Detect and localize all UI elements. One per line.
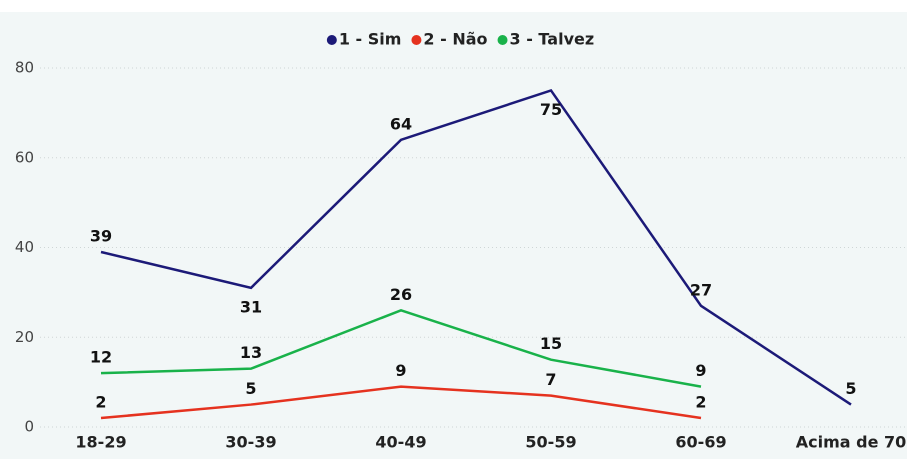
- y-tick-label: 80: [15, 59, 34, 77]
- y-tick-label: 40: [15, 238, 34, 256]
- series-line: [100, 308, 702, 388]
- plot-background: [0, 12, 907, 459]
- data-label: 26: [390, 285, 412, 304]
- y-tick-label: 0: [24, 418, 34, 436]
- data-label: 5: [845, 379, 856, 398]
- x-tick-label: 60-69: [675, 433, 726, 452]
- data-label: 2: [95, 393, 106, 412]
- x-tick-label: 50-59: [525, 433, 576, 452]
- series-line: [100, 88, 852, 406]
- data-label: 64: [390, 114, 412, 133]
- x-tick-label: 30-39: [225, 433, 276, 452]
- data-label: 15: [540, 334, 562, 353]
- data-label: 2: [695, 393, 706, 412]
- y-tick-label: 60: [15, 148, 34, 166]
- x-tick-label: 18-29: [75, 433, 126, 452]
- data-label: 39: [90, 226, 112, 245]
- legend-marker: [326, 35, 337, 45]
- y-tick-label: 20: [15, 328, 34, 346]
- data-label: 7: [545, 370, 556, 389]
- x-tick-label: Acima de 70: [796, 433, 907, 452]
- legend-label: 2 - Não: [423, 30, 487, 49]
- legend-label: 1 - Sim: [339, 30, 402, 49]
- data-label: 27: [690, 280, 712, 299]
- data-label: 12: [90, 348, 112, 367]
- data-label: 13: [240, 343, 262, 362]
- legend-marker: [411, 35, 422, 45]
- data-label: 9: [695, 361, 706, 380]
- data-label: 9: [395, 361, 406, 380]
- data-label: 75: [540, 100, 562, 119]
- x-tick-label: 40-49: [375, 433, 426, 452]
- data-label: 31: [240, 297, 262, 316]
- legend-marker: [497, 35, 508, 45]
- data-label: 5: [245, 379, 256, 398]
- legend-label: 3 - Talvez: [510, 30, 595, 49]
- series-line: [100, 385, 702, 420]
